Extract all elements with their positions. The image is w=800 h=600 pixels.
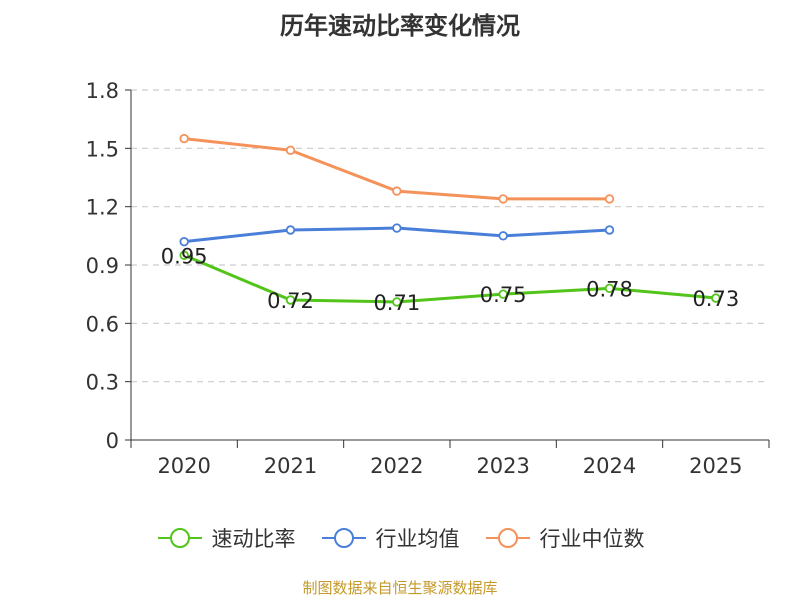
x-tick-label: 2024 (583, 454, 636, 478)
data-point (392, 186, 402, 196)
data-label-layer: 0.95 0.72 0.71 0.75 0.78 0.73 (161, 244, 739, 315)
legend-item-0[interactable]: 速动比率 (156, 523, 296, 553)
legend-label: 行业中位数 (539, 527, 645, 551)
series-line-0 (182, 253, 718, 304)
legend-swatch-icon (485, 528, 530, 548)
legend-swatch-icon (157, 528, 202, 548)
legend-swatch-icon (321, 528, 366, 548)
data-point (179, 133, 189, 144)
data-label: 0.71 (373, 291, 420, 315)
legend-item-2[interactable]: 行业中位数 (484, 523, 645, 553)
y-tick-label: 1.8 (86, 79, 119, 103)
data-point (711, 293, 721, 303)
legend: 速动比率 行业均值 行业中位数 (0, 520, 800, 556)
legend-label: 行业均值 (375, 527, 460, 551)
chart-title: 历年速动比率变化情况 (280, 12, 520, 40)
data-point (604, 225, 615, 235)
data-point (604, 283, 615, 294)
data-label: 0.72 (267, 289, 314, 313)
x-tick-label: 2021 (264, 454, 317, 478)
data-point (179, 236, 189, 247)
data-point (285, 225, 296, 235)
y-tick-label: 0 (106, 429, 119, 453)
data-point (498, 231, 508, 241)
data-point (498, 194, 508, 204)
data-point (604, 194, 615, 204)
y-tick-label: 1.2 (86, 196, 119, 220)
grid-layer (131, 89, 769, 383)
series-layer (179, 133, 721, 307)
y-tick-label: 0.3 (86, 371, 119, 395)
data-label: 0.73 (692, 287, 739, 311)
data-label: 0.78 (586, 277, 633, 301)
x-tick-label: 2023 (476, 454, 529, 478)
x-tick-label: 2022 (370, 454, 423, 478)
x-tick-label: 2025 (689, 454, 742, 478)
legend-item-1[interactable]: 行业均值 (320, 523, 460, 553)
legend-label: 速动比率 (211, 527, 296, 551)
data-point (179, 250, 189, 260)
y-tick-label: 1.5 (86, 137, 119, 161)
data-label: 0.95 (161, 244, 208, 268)
y-tick-label: 0.6 (86, 312, 119, 336)
y-tick-label: 0.9 (86, 254, 119, 278)
data-point (498, 289, 508, 299)
data-point (392, 297, 402, 307)
data-label: 0.75 (480, 283, 527, 307)
data-point (285, 295, 296, 305)
axis-layer: 0 0.3 0.6 0.9 1.2 1.5 1.8 2020 2021 2022 2023 2024 2… (86, 79, 770, 478)
x-tick-label: 2020 (157, 454, 210, 478)
source-note: 制图数据来自恒生聚源数据库 (302, 579, 498, 597)
data-point (285, 145, 296, 155)
data-point (392, 223, 402, 233)
